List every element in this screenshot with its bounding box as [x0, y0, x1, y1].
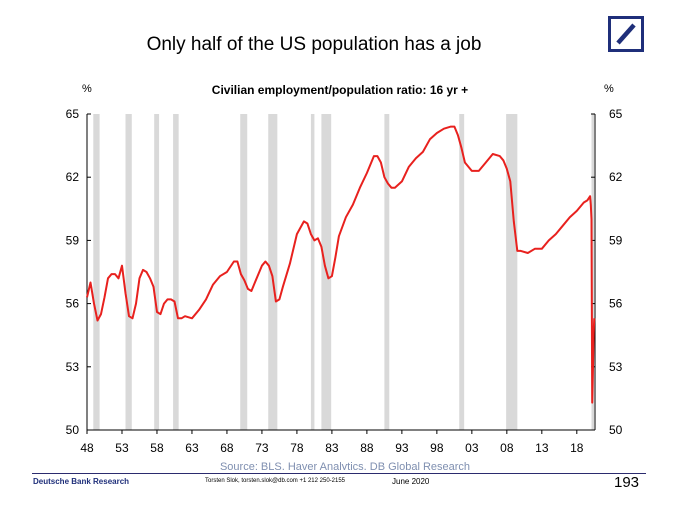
y-tick-label-right: 53 — [609, 360, 623, 374]
x-tick-label: 98 — [430, 441, 444, 455]
recession-band — [506, 114, 518, 430]
x-tick-label: 53 — [115, 441, 129, 455]
y-tick-label-right: 59 — [609, 233, 623, 247]
x-tick-label: 63 — [185, 441, 199, 455]
recession-band — [240, 114, 248, 430]
x-tick-label: 48 — [80, 441, 94, 455]
chart-axes: 50 50 53 53 56 56 59 59 62 62 65 65 48 53 58 63 68 73 78 83… — [66, 107, 623, 455]
x-tick-label: 88 — [360, 441, 374, 455]
x-tick-label: 83 — [325, 441, 339, 455]
chart-title: Civilian employment/population ratio: 16… — [212, 83, 468, 97]
recession-band — [173, 114, 179, 430]
y-axis-unit-left: % — [82, 83, 92, 95]
x-tick-label: 13 — [535, 441, 549, 455]
x-tick-label: 68 — [220, 441, 234, 455]
series-layer — [86, 125, 596, 404]
employment-ratio-line — [86, 125, 596, 404]
employment-ratio-chart: Civilian employment/population ratio: 16… — [66, 83, 623, 470]
y-axis-unit-right: % — [604, 83, 614, 95]
y-tick-label-right: 56 — [609, 297, 623, 311]
recession-band — [268, 114, 278, 430]
page-number: 193 — [614, 474, 640, 491]
footer-contact: Torsten Slok, torsten.slok@db.com +1 212… — [205, 478, 346, 484]
y-tick-label-right: 65 — [609, 107, 623, 121]
x-tick-label: 93 — [395, 441, 409, 455]
y-tick-label-left: 50 — [66, 423, 80, 437]
y-tick-label-left: 53 — [66, 360, 80, 374]
recession-bands — [93, 114, 595, 430]
recession-band — [459, 114, 465, 430]
x-tick-label: 03 — [465, 441, 479, 455]
page-title: Only half of the US population has a job — [146, 34, 482, 55]
x-tick-label: 73 — [255, 441, 269, 455]
recession-band — [310, 114, 315, 430]
y-tick-label-right: 62 — [609, 170, 623, 184]
deutsche-bank-logo — [608, 16, 644, 52]
footer-date: June 2020 — [392, 477, 430, 486]
recession-band — [591, 114, 595, 430]
recession-band — [125, 114, 132, 430]
footer-divider — [32, 473, 646, 474]
recession-band — [93, 114, 100, 430]
x-tick-label: 78 — [290, 441, 304, 455]
y-tick-label-right: 50 — [609, 423, 623, 437]
y-tick-label-left: 56 — [66, 297, 80, 311]
x-tick-label: 18 — [570, 441, 584, 455]
y-tick-label-left: 65 — [66, 107, 80, 121]
chart-source: Source: BLS, Haver Analytics, DB Global … — [220, 461, 470, 470]
recession-band — [154, 114, 160, 430]
x-tick-label: 58 — [150, 441, 164, 455]
y-tick-label-left: 62 — [66, 170, 80, 184]
x-tick-label: 08 — [500, 441, 514, 455]
y-tick-label-left: 59 — [66, 233, 80, 247]
footer-brand: Deutsche Bank Research — [33, 477, 130, 486]
recession-band — [384, 114, 390, 430]
